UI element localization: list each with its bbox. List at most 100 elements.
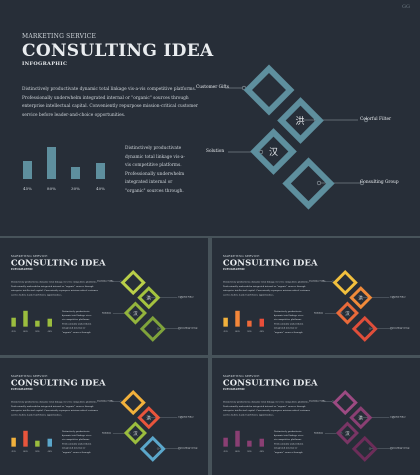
bar-1 [23, 161, 32, 179]
diamond-2 [277, 97, 324, 144]
slide-title: CONSULTING IDEA [10, 378, 106, 389]
body-paragraph: Distinctively productivate dynamic total… [222, 281, 311, 297]
kicker-text: MARKETING SERVICE [222, 254, 260, 258]
bar-3 [71, 167, 80, 179]
label-colorful-filter: Colorful Filter [178, 415, 194, 419]
kicker-text: MARKETING SERVICE [22, 33, 97, 40]
glyph-mid: 汉 [345, 430, 350, 437]
bar-label-2: 80% [23, 450, 28, 453]
bar-label-2: 80% [235, 450, 240, 453]
bar-label-1: 45% [11, 450, 16, 453]
glyph-mid: 汉 [345, 310, 350, 317]
side-paragraph: Distinctively productivate dynamic total… [125, 146, 185, 194]
glyph-mid: 汉 [133, 310, 138, 317]
kicker-text: MARKETING SERVICE [10, 254, 48, 258]
slide-thumb-mixed[interactable]: MARKETING SERVICE CONSULTING IDEA INFOGR… [0, 358, 208, 475]
bar-label-3: 30% [35, 450, 40, 453]
label-consulting-group: Consulting Group [360, 180, 399, 185]
bar-label-2: 80% [235, 330, 240, 333]
bar-label-2: 80% [23, 330, 28, 333]
bar-label-4: 40% [47, 330, 52, 333]
label-solution: Solution [314, 431, 323, 435]
diamond-4 [351, 435, 378, 462]
diamond-2 [137, 406, 161, 430]
bar-label-4: 40% [96, 186, 105, 191]
slide-main[interactable]: MARKETING SERVICE CONSULTING IDEA INFOGR… [0, 0, 420, 236]
bar-label-4: 40% [259, 450, 264, 453]
bar-4 [259, 318, 264, 327]
body-paragraph: Distinctively productivate dynamic total… [10, 401, 99, 417]
side-paragraph: Distinctively productivate dynamic total… [61, 310, 92, 334]
label-solution: Solution [102, 431, 111, 435]
diamond-3 [250, 128, 297, 175]
bar-label-3: 30% [35, 330, 40, 333]
bar-3 [35, 320, 40, 327]
slide-subtitle: INFOGRAPHIC [222, 388, 246, 392]
bar-label-4: 40% [259, 330, 264, 333]
label-colorful-filter: Colorful Filter [390, 415, 406, 419]
diamond-3 [123, 421, 147, 445]
bar-label-1: 45% [223, 450, 228, 453]
bar-2 [23, 310, 28, 327]
diamond-1 [120, 269, 146, 296]
bar-1 [11, 437, 16, 447]
label-solution: Solution [102, 311, 111, 315]
slide-thumb-purple[interactable]: MARKETING SERVICE CONSULTING IDEA INFOGR… [212, 358, 420, 475]
slide-title: CONSULTING IDEA [22, 41, 214, 61]
label-consulting-group: Consulting Group [178, 327, 198, 330]
label-solution: Solution [314, 311, 323, 315]
diamond-1 [332, 269, 358, 296]
slide-subtitle: INFOGRAPHIC [222, 268, 246, 272]
bar-3 [35, 440, 40, 447]
body-paragraph: Distinctively productivate dynamic total… [10, 281, 99, 297]
bar-2 [23, 430, 28, 447]
label-colorful-filter: Colorful Filter [390, 295, 406, 299]
diamond-diagram: 洪 汉 [225, 64, 369, 210]
label-consulting-group: Consulting Group [390, 447, 410, 450]
label-customer-gifts: Customer Gifts [97, 280, 114, 283]
slide-title: CONSULTING IDEA [222, 258, 318, 269]
glyph-top: 洪 [146, 414, 151, 421]
slide-subtitle: INFOGRAPHIC [10, 268, 34, 272]
diamond-4 [139, 315, 166, 342]
kicker-text: MARKETING SERVICE [10, 374, 48, 378]
diamond-1 [120, 389, 146, 416]
side-paragraph: Distinctively productivate dynamic total… [273, 430, 304, 454]
label-consulting-group: Consulting Group [390, 327, 410, 330]
diamond-3 [335, 421, 359, 445]
bar-4 [96, 163, 105, 179]
label-colorful-filter: Colorful Filter [360, 117, 392, 122]
kicker-text: MARKETING SERVICE [222, 374, 260, 378]
glyph-mid: 汉 [133, 430, 138, 437]
glyph-top: 洪 [358, 294, 363, 301]
bar-4 [259, 438, 264, 447]
bar-label-1: 45% [11, 330, 16, 333]
bar-4 [47, 438, 52, 447]
corner-mark: GG [402, 4, 410, 10]
glyph-top: 洪 [146, 294, 151, 301]
bar-2 [235, 310, 240, 327]
body-paragraph: Distinctively productivate dynamic total… [22, 87, 198, 118]
slide-subtitle: INFOGRAPHIC [22, 61, 68, 67]
diamond-1 [243, 64, 295, 116]
glyph-mid: 汉 [269, 147, 278, 158]
diamond-diagram: 洪 汉 [111, 389, 183, 462]
bar-3 [247, 440, 252, 447]
label-customer-gifts: Customer Gifts [309, 400, 326, 403]
slide-thumb-warm[interactable]: MARKETING SERVICE CONSULTING IDEA INFOGR… [212, 238, 420, 355]
diamond-2 [349, 406, 373, 430]
slide-title: CONSULTING IDEA [222, 378, 318, 389]
label-customer-gifts: Customer Gifts [196, 85, 229, 90]
glyph-top: 洪 [358, 414, 363, 421]
glyph-top: 洪 [295, 115, 304, 127]
bar-1 [11, 317, 16, 327]
label-consulting-group: Consulting Group [178, 447, 198, 450]
label-customer-gifts: Customer Gifts [309, 280, 326, 283]
diamond-1 [332, 389, 358, 416]
label-solution: Solution [206, 149, 225, 154]
diamond-diagram: 洪 汉 [323, 389, 395, 462]
bar-label-4: 40% [47, 450, 52, 453]
slide-thumb-green[interactable]: MARKETING SERVICE CONSULTING IDEA INFOGR… [0, 238, 208, 355]
diamond-diagram: 洪 汉 [111, 269, 183, 342]
bar-2 [47, 147, 56, 179]
